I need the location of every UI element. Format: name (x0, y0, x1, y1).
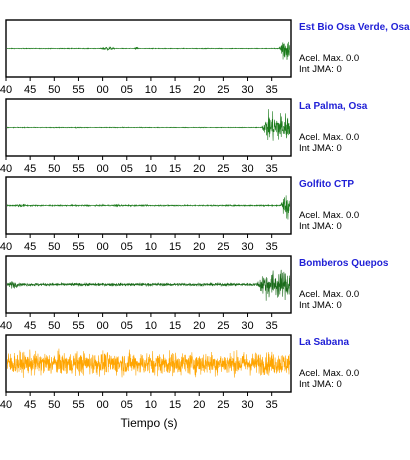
panel-frame (5, 334, 292, 393)
x-tick-label: 00 (96, 163, 108, 175)
panel-frame (5, 255, 292, 314)
station-name: Bomberos Quepos (299, 258, 389, 269)
jma-intensity: Int JMA: 0 (299, 300, 342, 311)
x-tick-label: 20 (193, 320, 205, 332)
x-tick-label: 05 (121, 163, 133, 175)
x-tick-label: 35 (266, 84, 278, 96)
x-tick-label: 35 (266, 399, 278, 411)
x-tick-label: 05 (121, 399, 133, 411)
station-panel: 40 45 50 55 00 05 10 15 20 25 30 35 (0, 334, 292, 411)
x-tick-label: 40 (0, 163, 12, 175)
series-line-1 (7, 41, 290, 60)
x-tick-label: 25 (217, 241, 229, 253)
station-panel: 40 45 50 55 00 05 10 15 20 25 30 35 (0, 19, 292, 96)
x-tick-label: 40 (0, 84, 12, 96)
x-tick-label: 55 (72, 320, 84, 332)
series-line-4 (7, 269, 290, 301)
series-line-2 (7, 109, 290, 141)
x-tick-label: 50 (48, 84, 60, 96)
max-acceleration: Acel. Max. 0.0 (299, 210, 360, 221)
x-tick-label: 45 (24, 399, 36, 411)
x-tick-label: 55 (72, 84, 84, 96)
x-tick-label: 30 (241, 163, 253, 175)
x-tick-label: 50 (48, 399, 60, 411)
x-tick-label: 50 (48, 320, 60, 332)
x-tick-label: 35 (266, 320, 278, 332)
x-tick-label: 25 (217, 84, 229, 96)
x-tick-label: 45 (24, 84, 36, 96)
station-panel: 40 45 50 55 00 05 10 15 20 25 30 35 (0, 176, 292, 253)
x-tick-label: 55 (72, 241, 84, 253)
x-tick-label: 15 (169, 241, 181, 253)
jma-intensity: Int JMA: 0 (299, 379, 342, 390)
x-tick-label: 30 (241, 399, 253, 411)
x-tick-label: 45 (24, 163, 36, 175)
jma-intensity: Int JMA: 0 (299, 143, 342, 154)
x-tick-label: 40 (0, 241, 12, 253)
x-tick-label: 40 (0, 320, 12, 332)
x-tick-label: 00 (96, 241, 108, 253)
x-tick-label: 40 (0, 399, 12, 411)
x-tick-label: 45 (24, 320, 36, 332)
x-tick-label: 20 (193, 84, 205, 96)
x-tick-label: 30 (241, 320, 253, 332)
station-panel: 40 45 50 55 00 05 10 15 20 25 30 35 (0, 255, 292, 332)
x-tick-label: 30 (241, 241, 253, 253)
station-name: Golfito CTP (299, 179, 354, 190)
station-name: La Sabana (299, 337, 350, 348)
max-acceleration: Acel. Max. 0.0 (299, 368, 360, 379)
jma-intensity: Int JMA: 0 (299, 64, 342, 75)
x-tick-label: 25 (217, 399, 229, 411)
x-tick-label: 10 (145, 320, 157, 332)
x-tick-label: 15 (169, 320, 181, 332)
panel-frame (5, 19, 292, 78)
station-panel: 40 45 50 55 00 05 10 15 20 25 30 35 (0, 98, 292, 175)
station-name: Est Bio Osa Verde, Osa (299, 22, 410, 33)
x-tick-label: 35 (266, 163, 278, 175)
x-tick-label: 55 (72, 399, 84, 411)
x-tick-label: 20 (193, 163, 205, 175)
x-tick-label: 15 (169, 399, 181, 411)
x-axis-title: Tiempo (s) (120, 416, 178, 430)
jma-intensity: Int JMA: 0 (299, 221, 342, 232)
x-tick-label: 10 (145, 241, 157, 253)
x-tick-label: 50 (48, 163, 60, 175)
x-tick-label: 20 (193, 241, 205, 253)
x-tick-label: 00 (96, 84, 108, 96)
x-tick-label: 05 (121, 84, 133, 96)
x-tick-label: 05 (121, 320, 133, 332)
x-tick-label: 35 (266, 241, 278, 253)
series-line-3 (7, 195, 290, 220)
x-tick-label: 15 (169, 163, 181, 175)
x-tick-label: 25 (217, 163, 229, 175)
x-tick-label: 00 (96, 320, 108, 332)
panel-frame (5, 98, 292, 157)
x-tick-label: 25 (217, 320, 229, 332)
x-tick-label: 10 (145, 84, 157, 96)
x-tick-label: 20 (193, 399, 205, 411)
max-acceleration: Acel. Max. 0.0 (299, 132, 360, 143)
series-line-5 (7, 348, 290, 378)
x-tick-label: 10 (145, 163, 157, 175)
x-tick-label: 05 (121, 241, 133, 253)
x-tick-label: 00 (96, 399, 108, 411)
x-tick-label: 30 (241, 84, 253, 96)
max-acceleration: Acel. Max. 0.0 (299, 289, 360, 300)
x-tick-label: 55 (72, 163, 84, 175)
x-tick-label: 45 (24, 241, 36, 253)
x-tick-label: 15 (169, 84, 181, 96)
station-name: La Palma, Osa (299, 101, 368, 112)
max-acceleration: Acel. Max. 0.0 (299, 53, 360, 64)
x-tick-label: 50 (48, 241, 60, 253)
panel-frame (5, 176, 292, 235)
x-tick-label: 10 (145, 399, 157, 411)
